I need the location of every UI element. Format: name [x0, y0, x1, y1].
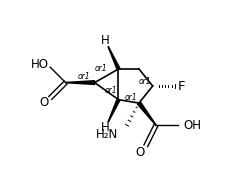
Polygon shape	[108, 47, 120, 70]
Text: or1: or1	[105, 86, 117, 95]
Text: or1: or1	[125, 93, 138, 103]
Text: or1: or1	[77, 72, 90, 81]
Text: O: O	[135, 146, 144, 159]
Text: or1: or1	[94, 64, 107, 73]
Polygon shape	[137, 102, 156, 125]
Polygon shape	[66, 81, 95, 84]
Text: H₂N: H₂N	[96, 128, 118, 141]
Text: HO: HO	[31, 58, 49, 71]
Text: F: F	[177, 79, 185, 93]
Text: or1: or1	[139, 77, 151, 86]
Text: H: H	[101, 34, 110, 47]
Text: H: H	[101, 121, 110, 134]
Polygon shape	[108, 99, 120, 122]
Text: OH: OH	[183, 119, 201, 132]
Text: O: O	[40, 96, 49, 109]
